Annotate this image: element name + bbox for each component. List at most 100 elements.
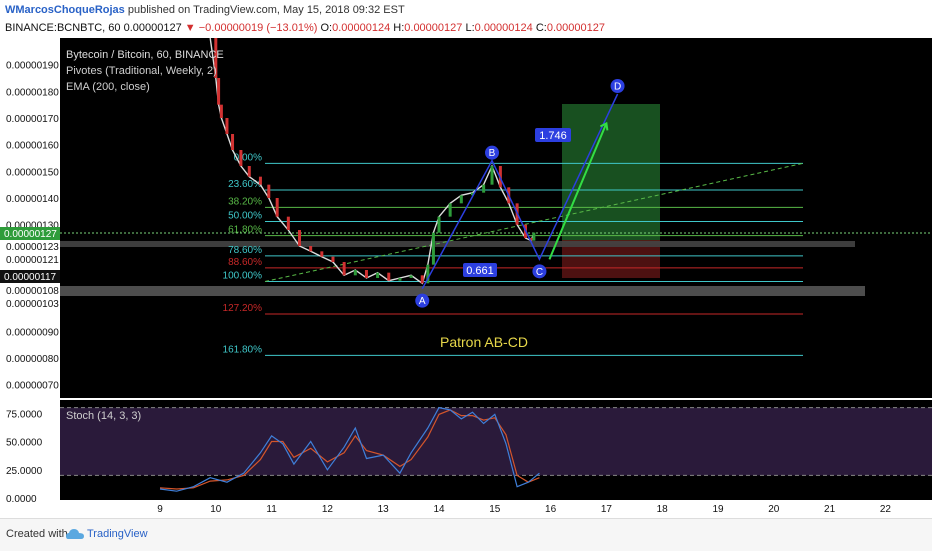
fib-label-5: 78.60%: [228, 245, 262, 256]
legend-stoch[interactable]: Stoch (14, 3, 3): [66, 410, 141, 422]
fib-label-7: 100.00%: [223, 270, 263, 281]
fib-label-1: 23.60%: [228, 179, 262, 190]
candle-2: [217, 78, 221, 105]
candle-12: [298, 230, 301, 246]
candle-25: [431, 232, 435, 265]
legend-ema[interactable]: EMA (200, close): [66, 81, 150, 93]
tradingview-logo-icon[interactable]: [66, 527, 84, 541]
target-zone: [562, 104, 660, 244]
open-value: 0.00000124: [332, 22, 391, 34]
time-axis[interactable]: [60, 500, 932, 518]
candle-29: [470, 192, 474, 196]
fib-label-9: 161.80%: [223, 344, 263, 355]
symbol-ohlc: BINANCE:BCNBTC, 60 0.00000127 ▼ −0.00000…: [5, 22, 605, 34]
last-price: 0.00000127: [123, 22, 182, 34]
x-tick-1: 10: [210, 504, 222, 515]
candle-11: [286, 216, 290, 230]
ratio-bc-label: 0.661: [466, 265, 494, 277]
candle-17: [353, 270, 357, 276]
candle-7: [247, 166, 251, 177]
candle-19: [376, 272, 380, 278]
price-badge-121: 0.00000121: [6, 255, 59, 266]
x-tick-3: 12: [322, 504, 334, 515]
price-chart[interactable]: 0.00% 23.60% 38.20% 50.00% 61.80% 78.60%88.60…: [0, 37, 932, 518]
candle-14: [320, 251, 324, 257]
close-label: C:: [535, 22, 547, 34]
candle-37: [532, 232, 536, 241]
chart-area[interactable]: 0.00% 23.60% 38.20% 50.00% 61.80% 78.60% 88.60…: [0, 37, 932, 518]
x-tick-10: 19: [712, 504, 724, 515]
point-a-label: A: [419, 296, 426, 307]
stoch-axis[interactable]: [0, 400, 60, 500]
target-arrow-head: [599, 121, 609, 131]
low-value: 0.00000124: [474, 22, 533, 34]
fib-label-0: 0.00%: [234, 152, 262, 163]
y-tick-2: 0.00000170: [6, 114, 59, 125]
fib-label-3: 50.00%: [228, 210, 262, 221]
pivot-band-lower: [60, 286, 865, 296]
legend-pivots[interactable]: Pivotes (Traditional, Weekly, 2): [66, 65, 217, 77]
x-tick-11: 20: [768, 504, 780, 515]
ratio-cd-label: 1.746: [539, 130, 567, 142]
candle-9: [267, 184, 271, 198]
close-value: 0.00000127: [546, 22, 605, 34]
price-axis[interactable]: [0, 38, 60, 398]
point-b-label: B: [489, 148, 496, 159]
candle-13: [309, 246, 313, 252]
legend-title: Bytecoin / Bitcoin, 60, BINANCE: [66, 49, 224, 61]
current-price-badge: 0.00000127: [4, 229, 57, 240]
y-tick-1: 0.00000180: [6, 87, 59, 98]
x-tick-8: 17: [601, 504, 613, 515]
price-badge-117-bg: [0, 270, 60, 283]
tradingview-link[interactable]: TradingView: [87, 528, 148, 540]
fib-label-2: 38.20%: [228, 196, 262, 207]
price-badge-117: 0.00000117: [4, 272, 57, 283]
candle-4: [225, 118, 229, 134]
candle-20: [387, 272, 391, 281]
down-arrow-icon: ▼: [184, 22, 196, 34]
main-pane[interactable]: [60, 38, 932, 398]
x-tick-6: 15: [489, 504, 501, 515]
stoch-tick-3: 0.0000: [6, 494, 37, 505]
fib-label-6: 88.60%: [228, 257, 262, 268]
point-c-label: C: [536, 267, 543, 278]
x-tick-9: 18: [657, 504, 669, 515]
fib-label-8: 127.20%: [223, 303, 263, 314]
point-a-marker: [415, 293, 430, 308]
fib-label-4: 61.80%: [228, 225, 262, 236]
y-tick-3: 0.00000160: [6, 141, 59, 152]
published-text: published on TradingView.com, May 15, 20…: [127, 4, 405, 16]
price-badge-103: 0.00000103: [6, 299, 59, 310]
target-arrow: [548, 122, 608, 260]
ratio-cd-box: [535, 128, 571, 142]
y-tick-5: 0.00000140: [6, 194, 59, 205]
candle-22: [409, 275, 413, 278]
price-badge-108: 0.00000108: [6, 286, 59, 297]
candle-3: [219, 104, 223, 118]
price-badges: 0.00000127 0.00000123 0.00000121 0.00000…: [0, 227, 60, 310]
candle-36: [529, 238, 533, 241]
y-tick-6: 0.00000130: [6, 221, 59, 232]
candle-21: [398, 278, 402, 281]
ratio-bc-box: [463, 263, 497, 277]
high-value: 0.00000127: [404, 22, 463, 34]
author-link[interactable]: WMarcosChoqueRojas: [5, 4, 125, 16]
candle-31: [490, 166, 494, 185]
candle-30: [482, 184, 486, 193]
candle-16: [342, 262, 346, 276]
candle-18: [364, 270, 368, 278]
x-tick-2: 11: [266, 504, 277, 515]
y-tick-9: 0.00000070: [6, 381, 59, 392]
point-c-marker: [532, 264, 547, 279]
current-price-badge-bg: [0, 227, 60, 240]
x-tick-5: 14: [433, 504, 445, 515]
stoch-tick-0: 75.0000: [6, 409, 43, 420]
candle-6: [239, 150, 243, 166]
candle-15: [331, 256, 335, 262]
x-tick-7: 16: [545, 504, 557, 515]
y-tick-7: 0.00000090: [6, 327, 59, 338]
open-label: O:: [320, 22, 333, 34]
candle-27: [448, 203, 452, 217]
stoch-d-line: [159, 409, 540, 490]
pivot-band-upper: [60, 241, 855, 247]
